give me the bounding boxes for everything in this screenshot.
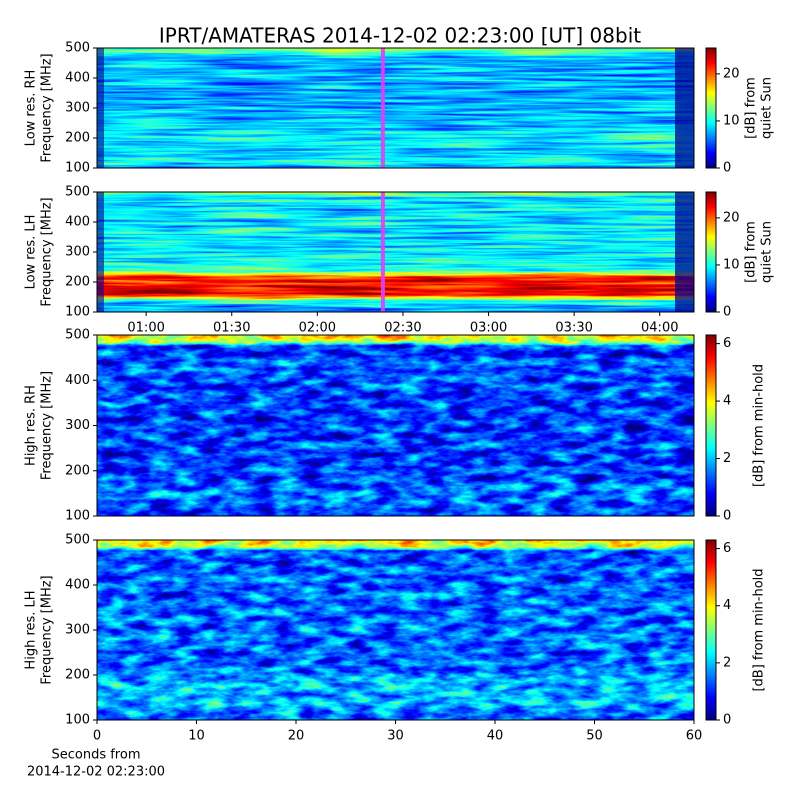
x-axis-label: Seconds from (51, 748, 140, 763)
x-tick-label: 03:30 (555, 321, 592, 336)
y-tick-label: 500 (65, 533, 90, 548)
colorbar-tick-label: 0 (723, 713, 731, 728)
colorbar-tick-label: 4 (723, 598, 731, 613)
y-tick-label: 500 (65, 41, 90, 56)
x-tick-label: 04:00 (641, 321, 678, 336)
data-gap (97, 48, 104, 168)
y-tick-label: 300 (65, 101, 90, 116)
colorbar-tick-label: 6 (723, 336, 731, 351)
x-tick-label: 02:30 (384, 321, 421, 336)
y-tick-label: 100 (65, 713, 90, 728)
colorbar-tick-label: 2 (723, 451, 731, 466)
y-tick-label: 300 (65, 418, 90, 433)
colorbar (705, 191, 717, 313)
data-gap (97, 192, 104, 312)
x-tick-label: 30 (387, 729, 404, 744)
colorbar-label: [dB] from min-hold (752, 364, 767, 487)
y-axis-label: Frequency [MHz] (40, 575, 55, 684)
colorbar-tick-label: 20 (723, 210, 740, 225)
y-tick-label: 400 (65, 373, 90, 388)
data-gap (675, 48, 694, 168)
spectrogram (97, 192, 694, 312)
colorbar-tick-label: 20 (723, 66, 740, 81)
y-axis-label: Low res. RH (24, 70, 39, 147)
y-axis-label: Frequency [MHz] (40, 197, 55, 306)
colorbar-tick-label: 6 (723, 541, 731, 556)
y-axis-label: Frequency [MHz] (40, 53, 55, 162)
y-axis-label: High res. RH (24, 385, 39, 466)
y-tick-label: 200 (65, 463, 90, 478)
colorbar-tick-label: 10 (723, 257, 740, 272)
colorbar-tick-label: 10 (723, 113, 740, 128)
x-tick-label: 60 (686, 729, 703, 744)
x-axis-label: 2014-12-02 02:23:00 (27, 765, 165, 780)
x-tick-label: 0 (93, 729, 101, 744)
y-tick-label: 400 (65, 215, 90, 230)
x-tick-label: 02:00 (299, 321, 336, 336)
x-tick-label: 03:00 (470, 321, 507, 336)
x-tick-label: 20 (288, 729, 305, 744)
y-axis-label: Frequency [MHz] (40, 371, 55, 480)
y-tick-label: 100 (65, 305, 90, 320)
y-tick-label: 300 (65, 623, 90, 638)
y-tick-label: 500 (65, 328, 90, 343)
y-tick-label: 500 (65, 185, 90, 200)
colorbar-label: [dB] from min-hold (752, 568, 767, 691)
spectrogram (97, 335, 694, 516)
y-tick-label: 400 (65, 578, 90, 593)
x-tick-label: 01:30 (213, 321, 250, 336)
colorbar-label: [dB] from (744, 77, 759, 139)
x-tick-label: 01:00 (127, 321, 164, 336)
spectrogram (97, 540, 694, 720)
colorbar-tick-label: 2 (723, 655, 731, 670)
y-tick-label: 200 (65, 668, 90, 683)
y-tick-label: 100 (65, 509, 90, 524)
colorbar (705, 47, 717, 169)
colorbar-tick-label: 0 (723, 509, 731, 524)
y-tick-label: 200 (65, 275, 90, 290)
y-axis-label: Low res. LH (24, 215, 39, 290)
figure-title: IPRT/AMATERAS 2014-12-02 02:23:00 [UT] 0… (159, 24, 641, 48)
y-tick-label: 300 (65, 245, 90, 260)
y-tick-label: 200 (65, 131, 90, 146)
x-tick-label: 10 (188, 729, 205, 744)
colorbar-tick-label: 4 (723, 394, 731, 409)
x-tick-label: 40 (487, 729, 504, 744)
colorbar (705, 334, 717, 517)
x-tick-label: 50 (586, 729, 603, 744)
colorbar (705, 539, 717, 721)
colorbar-label: quiet Sun (760, 77, 775, 139)
y-tick-label: 400 (65, 71, 90, 86)
data-gap (675, 192, 694, 312)
colorbar-label: quiet Sun (760, 221, 775, 283)
colorbar-tick-label: 0 (723, 161, 731, 176)
y-axis-label: High res. LH (24, 590, 39, 669)
colorbar-label: [dB] from (744, 221, 759, 283)
spectrogram (97, 48, 694, 168)
colorbar-tick-label: 0 (723, 305, 731, 320)
y-tick-label: 100 (65, 161, 90, 176)
